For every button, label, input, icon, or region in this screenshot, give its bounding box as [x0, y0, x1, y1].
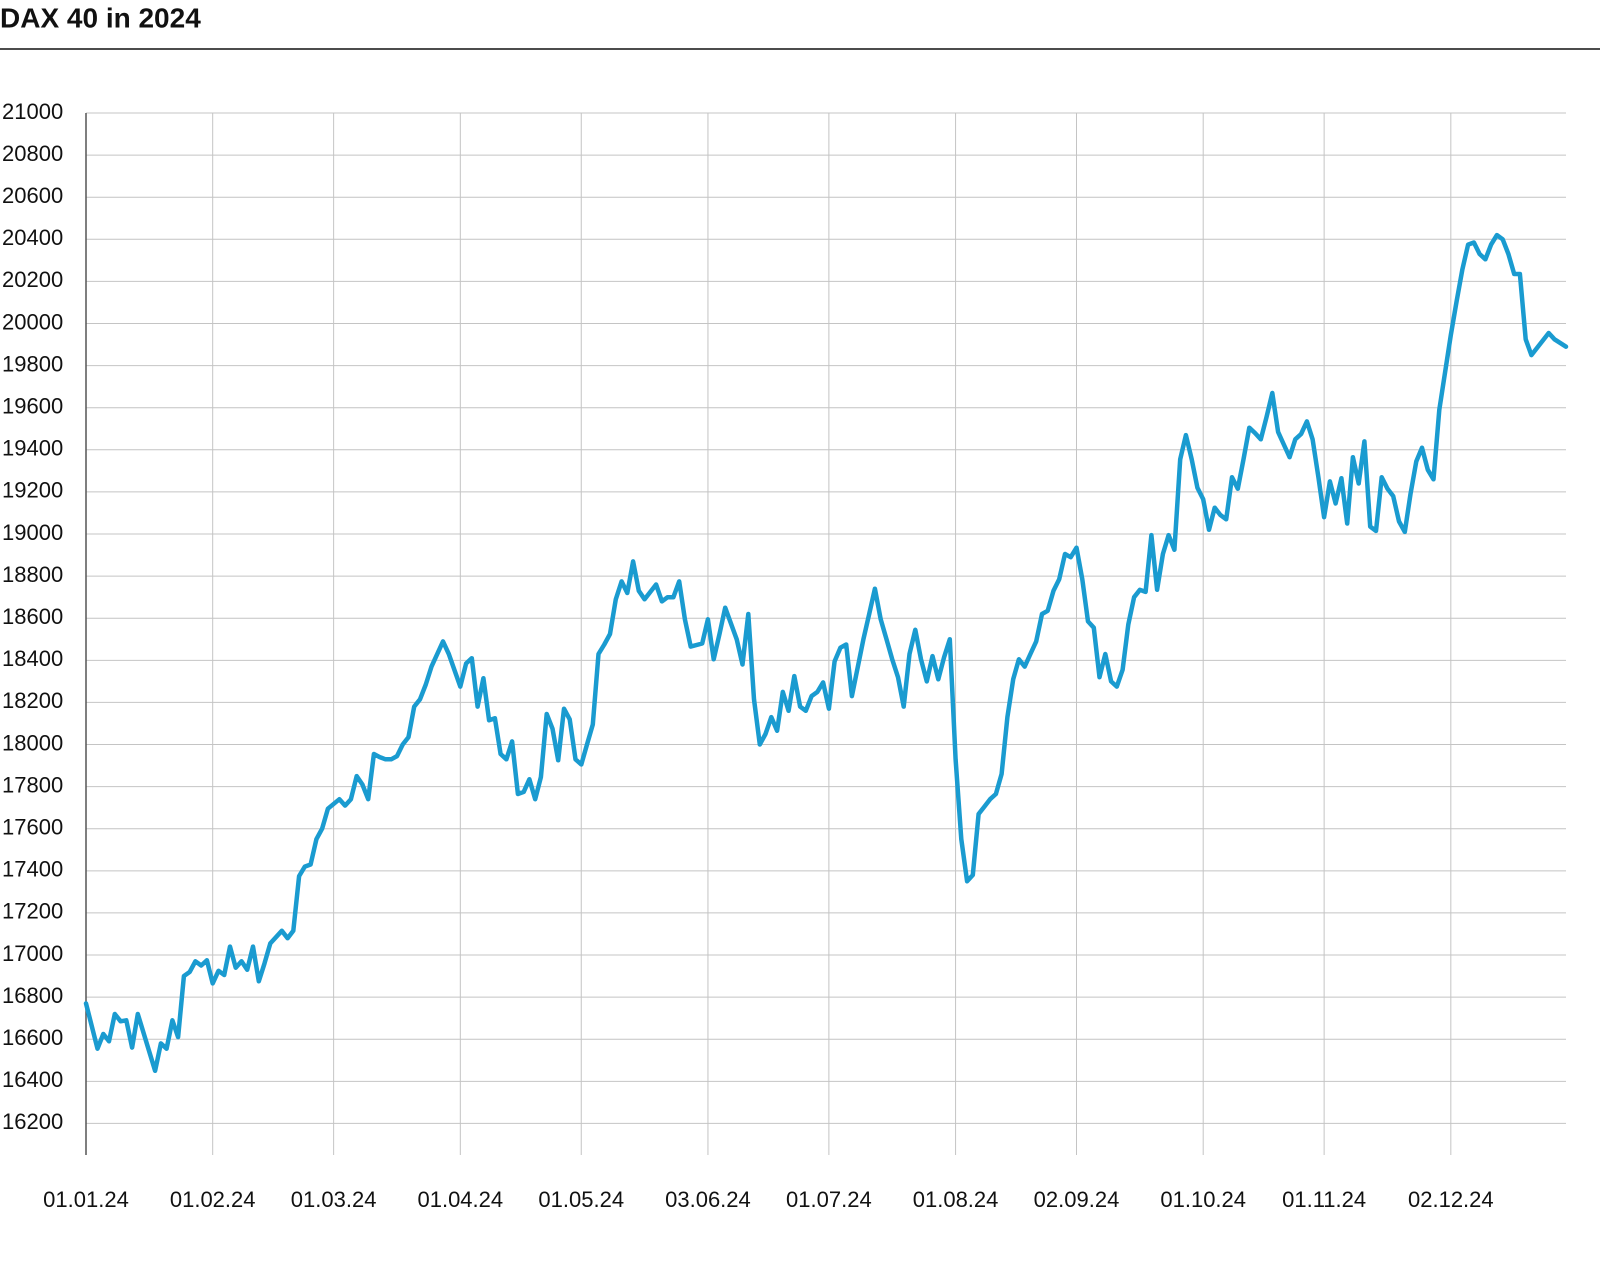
- y-tick-label: 20000: [2, 309, 63, 334]
- x-tick-label: 01.04.24: [417, 1187, 503, 1212]
- y-tick-label: 17600: [2, 815, 63, 840]
- x-tick-label: 01.11.24: [1282, 1187, 1366, 1212]
- y-tick-label: 17200: [2, 899, 63, 924]
- x-tick-label: 01.05.24: [538, 1187, 624, 1212]
- y-tick-label: 17800: [2, 772, 63, 797]
- y-tick-label: 16800: [2, 983, 63, 1008]
- y-tick-label: 19200: [2, 478, 63, 503]
- y-tick-label: 20200: [2, 267, 63, 292]
- x-tick-label: 01.07.24: [786, 1187, 872, 1212]
- plot: [83, 232, 1569, 1074]
- x-tick-label: 01.08.24: [913, 1187, 999, 1212]
- y-tick-label: 19000: [2, 520, 63, 545]
- y-tick-label: 18600: [2, 604, 63, 629]
- data-line: [83, 232, 1569, 1074]
- y-tick-label: 19400: [2, 436, 63, 461]
- y-tick-label: 21000: [2, 99, 63, 124]
- y-tick-label: 16200: [2, 1109, 63, 1134]
- chart-title: DAX 40 in 2024: [0, 2, 201, 33]
- x-tick-label: 01.01.24: [43, 1187, 129, 1212]
- y-tick-label: 19600: [2, 394, 63, 419]
- y-tick-label: 19800: [2, 351, 63, 376]
- y-tick-label: 18400: [2, 646, 63, 671]
- x-tick-label: 01.03.24: [291, 1187, 377, 1212]
- y-tick-label: 18200: [2, 688, 63, 713]
- y-tick-label: 17400: [2, 857, 63, 882]
- y-tick-label: 20400: [2, 225, 63, 250]
- y-tick-label: 16400: [2, 1067, 63, 1092]
- x-tick-label: 02.12.24: [1408, 1187, 1494, 1212]
- grid: 16200 16400 16600 16800 17000 17200 17400 17600…: [2, 99, 1566, 1212]
- y-tick-label: 17000: [2, 941, 63, 966]
- x-tick-label: 02.09.24: [1034, 1187, 1120, 1212]
- x-tick-label: 03.06.24: [665, 1187, 751, 1212]
- y-tick-label: 18000: [2, 730, 63, 755]
- x-tick-label: 01.10.24: [1160, 1187, 1246, 1212]
- y-tick-label: 18800: [2, 562, 63, 587]
- y-tick-label: 20800: [2, 141, 63, 166]
- y-tick-label: 16600: [2, 1025, 63, 1050]
- x-tick-label: 01.02.24: [170, 1187, 256, 1212]
- y-tick-label: 20600: [2, 183, 63, 208]
